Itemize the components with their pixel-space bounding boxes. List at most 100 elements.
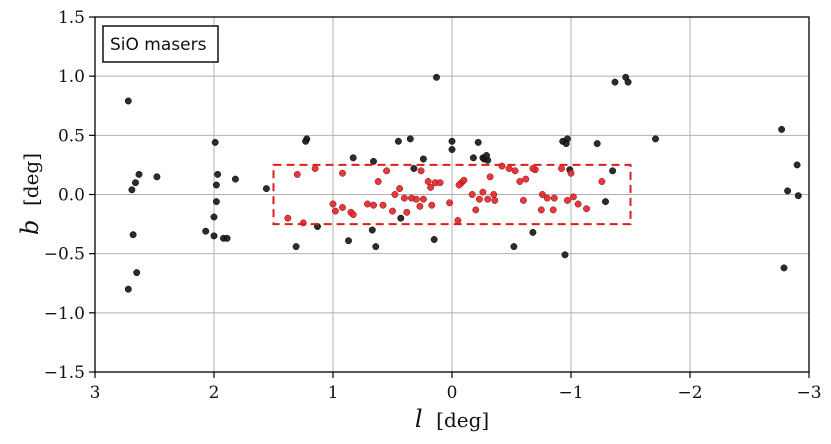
point-inside-region: [505, 165, 513, 172]
point-outside-region: [202, 227, 210, 235]
point-outside-region: [210, 213, 218, 221]
y-tick-label: 1.0: [58, 67, 85, 87]
point-inside-region: [370, 201, 377, 209]
x-tick-label: 2: [209, 383, 220, 403]
point-outside-region: [394, 137, 402, 145]
point-inside-region: [417, 167, 425, 175]
point-inside-region: [598, 178, 606, 185]
point-inside-region: [419, 195, 427, 203]
point-inside-region: [567, 169, 575, 177]
point-inside-region: [339, 169, 346, 177]
point-inside-region: [549, 206, 557, 214]
x-tick-label: 1: [328, 383, 339, 403]
point-inside-region: [529, 165, 537, 172]
y-tick-label: −1.0: [44, 304, 85, 324]
point-inside-region: [284, 214, 292, 222]
point-outside-region: [211, 138, 219, 146]
x-tick-label: 3: [90, 383, 101, 403]
y-tick-label: 0.5: [58, 126, 85, 146]
point-outside-region: [652, 135, 659, 143]
point-inside-region: [349, 211, 357, 219]
point-outside-region: [483, 152, 490, 159]
legend-box: SiO masers: [102, 25, 219, 63]
point-inside-region: [479, 188, 487, 196]
point-outside-region: [602, 198, 609, 206]
point-outside-region: [561, 251, 569, 259]
point-inside-region: [391, 191, 399, 198]
point-outside-region: [212, 198, 220, 206]
point-outside-region: [562, 140, 570, 148]
point-outside-region: [778, 125, 786, 133]
data-points: [124, 73, 802, 293]
point-inside-region: [454, 217, 462, 224]
grid-lines: [95, 17, 809, 372]
point-inside-region: [569, 193, 577, 201]
point-outside-region: [469, 154, 477, 162]
point-outside-region: [133, 269, 141, 277]
point-inside-region: [490, 191, 498, 198]
point-outside-region: [223, 234, 231, 242]
point-inside-region: [516, 178, 524, 185]
y-tick-label: 0.0: [58, 186, 85, 206]
point-outside-region: [135, 170, 143, 178]
point-outside-region: [397, 214, 405, 222]
point-inside-region: [311, 165, 319, 172]
point-outside-region: [419, 155, 427, 163]
point-inside-region: [522, 175, 530, 183]
point-inside-region: [472, 206, 480, 214]
point-inside-region: [383, 167, 391, 175]
point-outside-region: [370, 157, 377, 165]
point-outside-region: [780, 264, 788, 272]
x-tick-label: −2: [677, 383, 702, 403]
point-outside-region: [793, 161, 801, 169]
point-outside-region: [128, 186, 136, 194]
point-outside-region: [210, 232, 218, 240]
point-outside-region: [124, 285, 132, 293]
x-tick-label: −1: [558, 383, 583, 403]
y-tick-label: −1.5: [44, 363, 85, 383]
y-axis-label: b [deg]: [16, 153, 44, 235]
point-outside-region: [406, 135, 414, 143]
point-inside-region: [484, 195, 492, 203]
point-inside-region: [538, 191, 546, 198]
point-inside-region: [424, 178, 432, 185]
point-outside-region: [345, 237, 352, 245]
x-tick-label: −3: [796, 383, 821, 403]
point-inside-region: [550, 194, 558, 202]
y-axis-label-unit: [deg]: [19, 153, 43, 206]
point-inside-region: [329, 200, 337, 208]
point-outside-region: [262, 185, 270, 193]
point-outside-region: [448, 146, 456, 153]
point-outside-region: [609, 167, 617, 175]
point-inside-region: [389, 207, 396, 215]
x-axis-label-var: l: [415, 405, 423, 433]
point-outside-region: [593, 140, 601, 148]
point-inside-region: [583, 205, 590, 213]
point-inside-region: [563, 196, 571, 204]
point-outside-region: [231, 175, 239, 183]
point-inside-region: [379, 201, 387, 209]
point-inside-region: [331, 207, 339, 215]
point-inside-region: [400, 194, 408, 202]
point-inside-region: [427, 183, 435, 191]
y-tick-label: 1.5: [58, 8, 85, 28]
point-inside-region: [498, 162, 506, 170]
point-outside-region: [624, 78, 632, 86]
point-inside-region: [403, 208, 411, 216]
y-axis-label-var: b: [16, 220, 44, 235]
point-inside-region: [460, 176, 468, 184]
point-inside-region: [446, 199, 454, 207]
point-outside-region: [784, 187, 792, 195]
point-outside-region: [430, 236, 438, 243]
point-outside-region: [212, 181, 220, 189]
point-outside-region: [349, 154, 357, 162]
point-inside-region: [374, 178, 382, 185]
point-inside-region: [475, 195, 483, 203]
point-inside-region: [468, 191, 476, 198]
point-outside-region: [510, 243, 518, 251]
point-outside-region: [433, 73, 440, 81]
point-outside-region: [529, 228, 537, 236]
point-outside-region: [292, 243, 300, 251]
y-tick-label: −0.5: [44, 245, 85, 265]
